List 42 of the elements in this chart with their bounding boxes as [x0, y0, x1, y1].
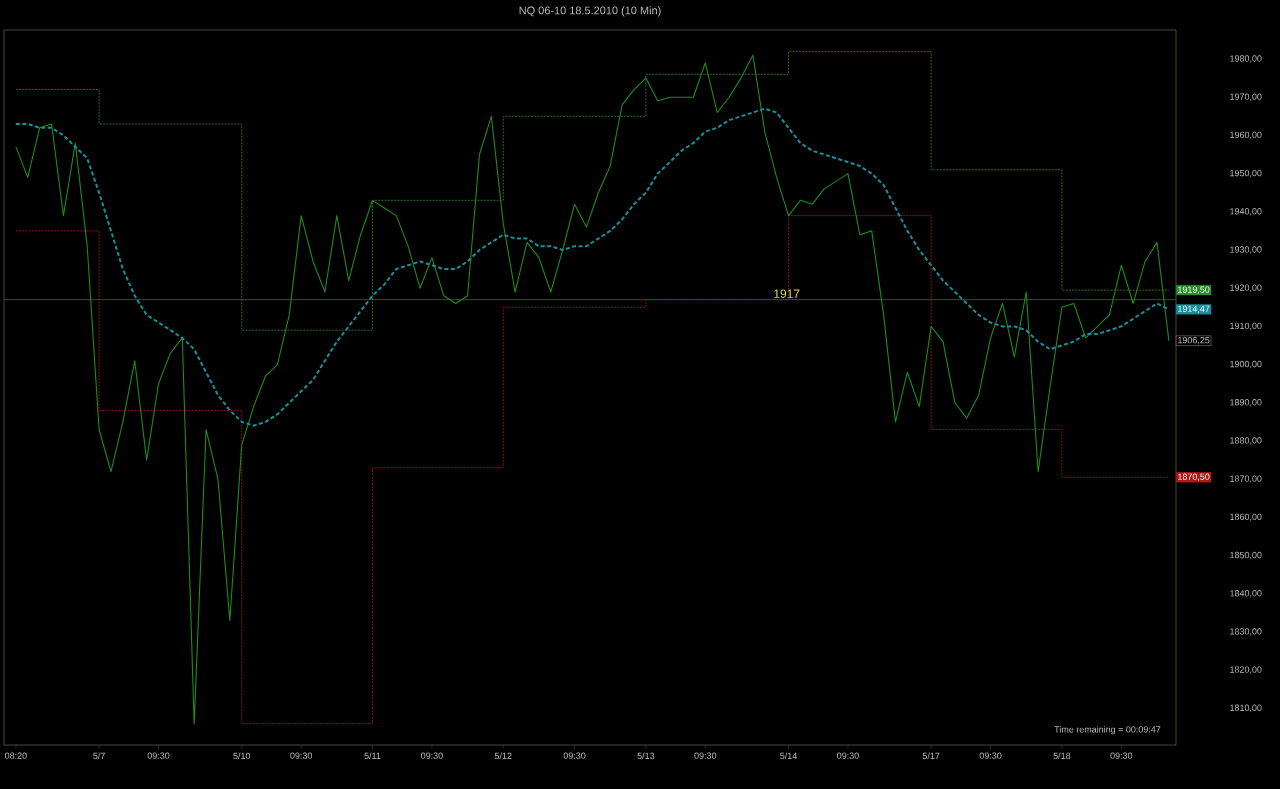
x-tick-label: 09:30	[290, 752, 313, 759]
x-tick-label: 09:30	[147, 752, 170, 759]
x-tick-label: 5/10	[233, 752, 251, 760]
y-tick-label: 1860,00	[1230, 513, 1262, 522]
data-label: 1870,50	[1178, 473, 1210, 481]
y-tick-label: 1850,00	[1230, 551, 1262, 560]
x-tick-label: 09:30	[694, 752, 717, 759]
x-tick-label: 08:20	[5, 752, 27, 759]
x-tick-label: 09:30	[563, 752, 586, 759]
x-tick-label: 5/12	[494, 752, 512, 760]
y-tick-label: 1880,00	[1230, 437, 1262, 445]
x-tick-label: 5/18	[1053, 752, 1071, 760]
y-tick-label: 1870,00	[1230, 475, 1262, 483]
y-tick-label: 1930,00	[1230, 246, 1262, 254]
x-tick-label: 09:30	[979, 752, 1002, 759]
annotation: Time remaining = 00:09:47	[1054, 725, 1161, 735]
y-tick-label: 1890,00	[1230, 399, 1262, 407]
y-tick-label: 1820,00	[1230, 666, 1262, 674]
x-tick-label: 5/17	[922, 752, 940, 760]
x-tick-label: 09:30	[837, 752, 859, 759]
data-label: 1914,47	[1178, 305, 1210, 314]
y-tick-label: 1960,00	[1230, 131, 1262, 140]
ref-line-label: 1917	[774, 289, 800, 298]
y-tick-label: 1900,00	[1230, 360, 1262, 369]
x-tick-label: 09:30	[421, 752, 443, 759]
x-tick-label: 5/7	[93, 752, 105, 760]
x-tick-label: 09:30	[1110, 752, 1133, 759]
chart-title: NQ 06-10 18.5.2010 (10 Min)	[519, 6, 661, 17]
y-tick-label: 1980,00	[1230, 55, 1262, 63]
x-tick-label: 5/13	[637, 752, 655, 760]
y-tick-label: 1950,00	[1230, 169, 1262, 178]
x-tick-label: 5/14	[780, 752, 797, 760]
data-label: 1919,50	[1178, 286, 1210, 294]
y-tick-label: 1920,00	[1230, 284, 1262, 292]
y-tick-label: 1940,00	[1230, 208, 1262, 216]
y-tick-label: 1970,00	[1230, 93, 1262, 101]
x-tick-label: 5/11	[364, 752, 381, 760]
y-tick-label: 1810,00	[1230, 704, 1262, 713]
y-tick-label: 1830,00	[1230, 628, 1262, 636]
data-label: 1906,25	[1178, 337, 1210, 345]
y-tick-label: 1840,00	[1230, 590, 1262, 598]
y-tick-label: 1910,00	[1230, 322, 1262, 331]
